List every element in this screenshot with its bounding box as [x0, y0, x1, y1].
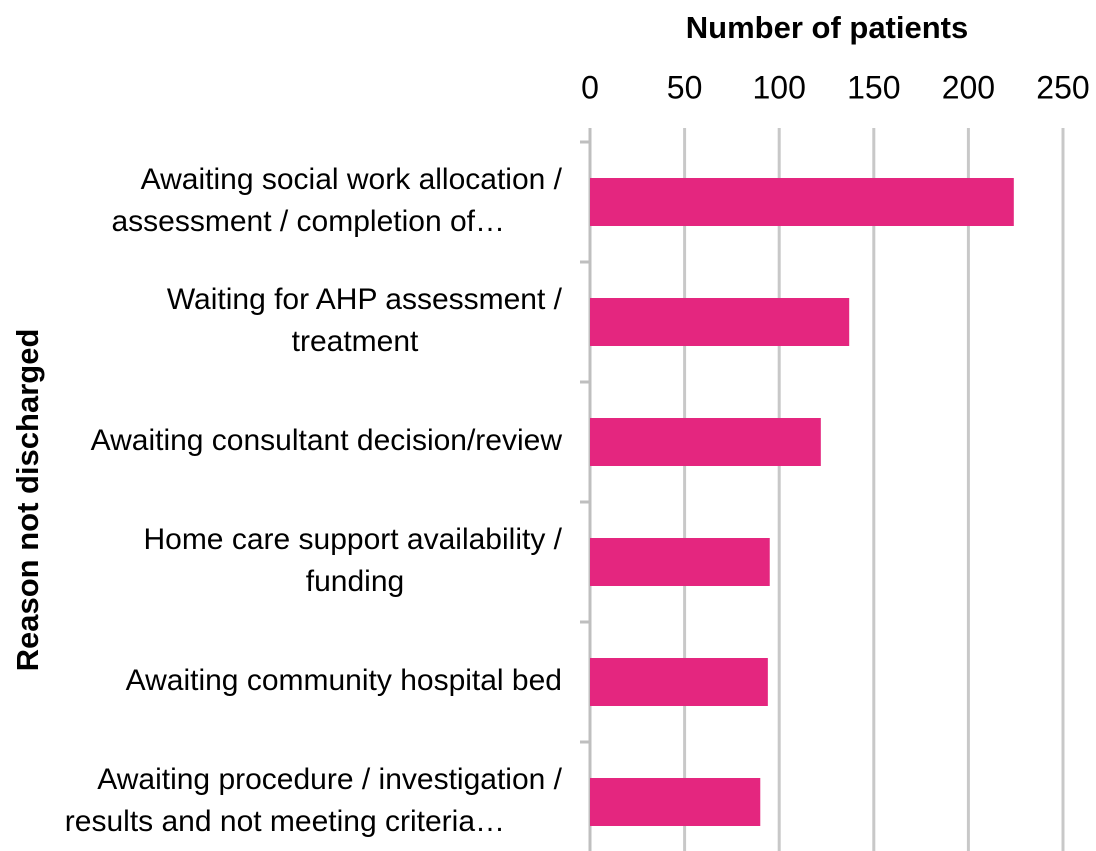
y-tick-label: treatment [292, 325, 419, 358]
bar [590, 298, 850, 346]
bar [590, 538, 770, 586]
y-tick-label: Awaiting social work allocation / [141, 163, 563, 196]
x-tick-label: 100 [753, 69, 806, 105]
y-tick-label: Home care support availability / [143, 523, 562, 556]
y-tick-label: funding [306, 565, 404, 598]
y-tick-label: results and not meeting criteria… [65, 805, 505, 838]
x-tick-label: 150 [847, 69, 900, 105]
y-tick-label: Awaiting consultant decision/review [91, 424, 563, 457]
bar [590, 658, 768, 706]
x-tick-label: 250 [1036, 69, 1089, 105]
bar [590, 178, 1014, 226]
bar [590, 418, 821, 466]
x-tick-label: 200 [942, 69, 995, 105]
x-axis-title: Number of patients [686, 10, 968, 45]
y-tick-label: Awaiting community hospital bed [126, 664, 562, 697]
y-tick-label: assessment / completion of… [111, 205, 505, 238]
y-tick-label: Awaiting procedure / investigation / [97, 763, 562, 796]
bar [590, 778, 761, 826]
x-tick-label: 0 [581, 69, 599, 105]
y-axis-title: Reason not discharged [10, 329, 45, 672]
x-tick-label: 50 [667, 69, 703, 105]
y-tick-label: Waiting for AHP assessment / [167, 283, 563, 316]
